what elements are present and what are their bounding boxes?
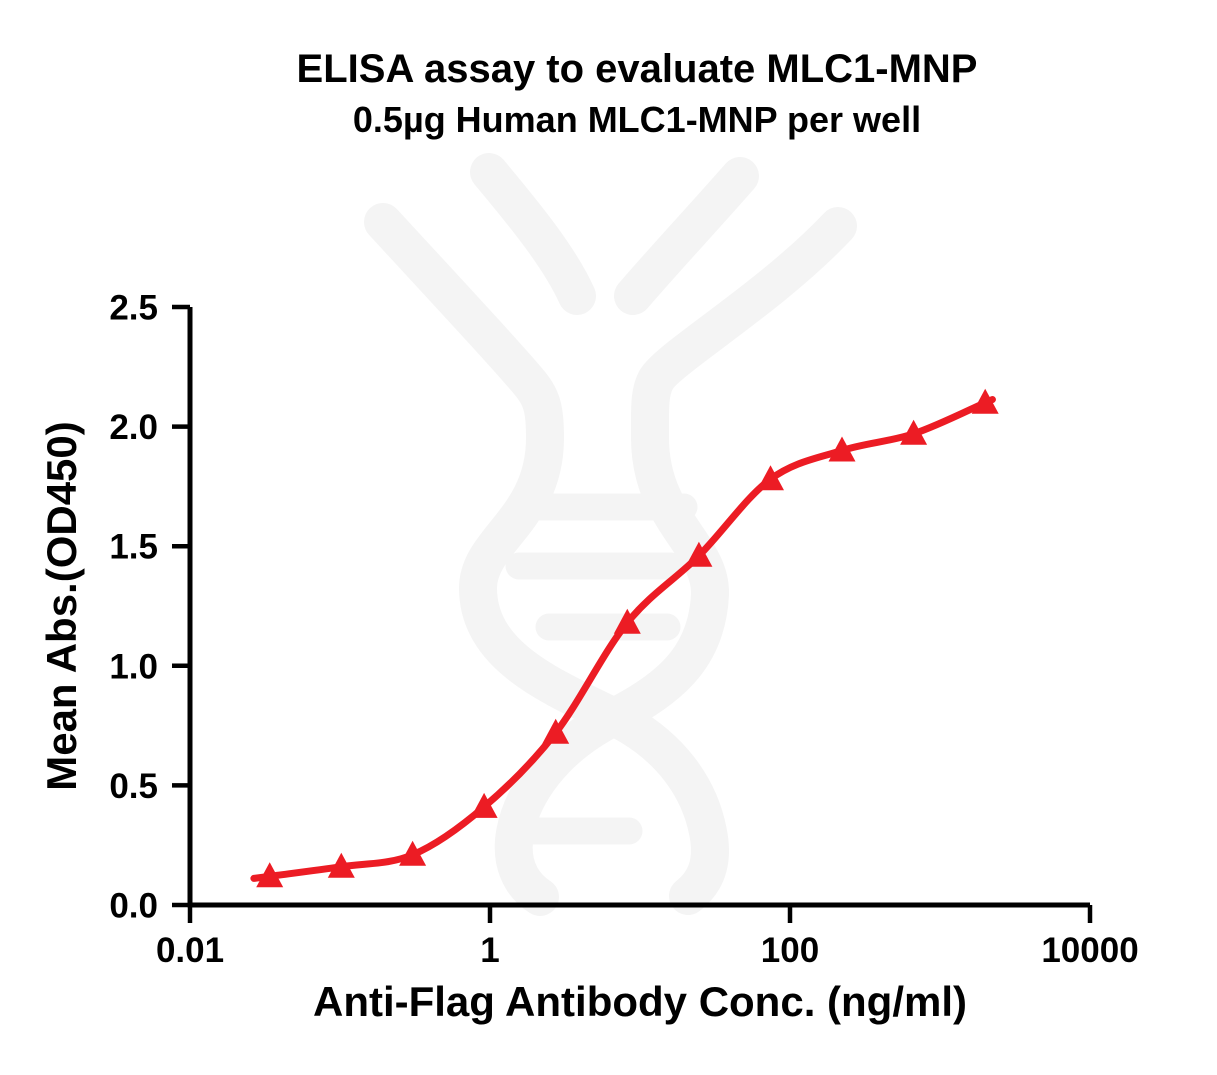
y-tick-label: 0.5 xyxy=(109,767,158,806)
y-tick-label: 0.0 xyxy=(109,887,158,926)
y-tick-label: 1.0 xyxy=(109,647,158,686)
chart-title: ELISA assay to evaluate MLC1-MNP xyxy=(297,47,978,91)
data-point-triangle-marker xyxy=(757,465,784,491)
y-axis-ticks xyxy=(172,304,190,908)
x-axis-tick-labels: 0.01 1 100 10000 xyxy=(156,931,1139,970)
data-point-triangle-marker xyxy=(399,840,427,866)
x-tick-label: 1 xyxy=(480,931,499,970)
data-point-triangle-marker xyxy=(327,852,355,878)
data-point-triangle-marker xyxy=(256,862,284,888)
dna-watermark-icon xyxy=(364,153,857,916)
data-point-markers xyxy=(256,388,999,888)
y-axis-label: Mean Abs.(OD450) xyxy=(38,421,85,791)
y-tick-label: 2.5 xyxy=(109,289,158,328)
y-axis-tick-labels: 0.0 0.5 1.0 1.5 2.0 2.5 xyxy=(109,289,158,926)
x-axis-ticks xyxy=(187,905,1093,923)
chart-subtitle: 0.5µg Human MLC1-MNP per well xyxy=(353,99,921,140)
data-point-triangle-marker xyxy=(470,792,498,818)
data-point-triangle-marker xyxy=(613,608,641,634)
data-point-triangle-marker xyxy=(685,541,713,567)
x-tick-label: 0.01 xyxy=(156,931,224,970)
y-tick-label: 2.0 xyxy=(109,408,158,447)
x-tick-label: 100 xyxy=(761,931,819,970)
data-point-triangle-marker xyxy=(971,388,999,414)
x-tick-label: 10000 xyxy=(1041,931,1138,970)
data-point-triangle-marker xyxy=(542,718,570,744)
data-point-triangle-marker xyxy=(828,436,856,462)
x-axis-label: Anti-Flag Antibody Conc. (ng/ml) xyxy=(313,978,967,1025)
y-tick-label: 1.5 xyxy=(109,528,158,567)
data-point-triangle-marker xyxy=(900,419,928,445)
